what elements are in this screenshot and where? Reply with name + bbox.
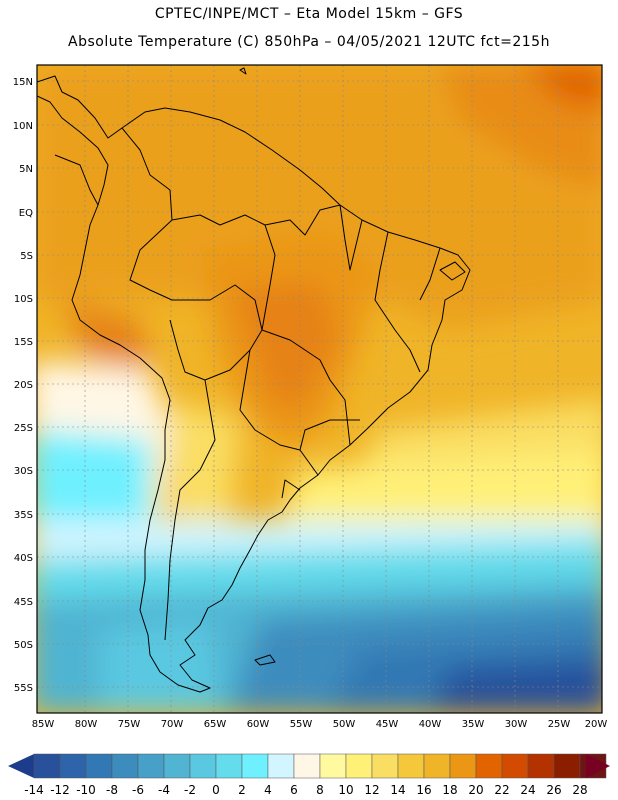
colorbar-label: -4 [158,783,170,797]
colorbar-swatch [501,753,529,779]
lon-label: 75W [118,719,141,730]
lat-label: 15N [13,77,33,88]
lat-label: EQ [19,208,33,219]
colorbar-label: 4 [264,783,272,797]
longitude-labels: 85W 80W 75W 70W 65W 60W 55W 50W 45W 40W … [32,719,608,730]
colorbar-label: 24 [520,783,535,797]
colorbar-swatch [423,753,451,779]
lon-label: 50W [333,719,356,730]
lon-label: 65W [204,719,227,730]
map-title: CPTEC/INPE/MCT – Eta Model 15km – GFS [154,6,464,22]
colorbar-label: 20 [468,783,483,797]
colorbar-label: 0 [212,783,220,797]
colorbar-swatch [189,753,217,779]
colorbar-swatch [215,753,243,779]
colorbar-swatch [137,753,165,779]
colorbar-label: 14 [390,783,405,797]
colorbar-label: 28 [572,783,587,797]
lon-label: 60W [247,719,270,730]
colorbar-high-arrow [586,754,610,778]
colorbar-label: 10 [338,783,353,797]
colorbar-label: 18 [442,783,457,797]
colorbar-swatch [59,753,87,779]
lat-label: 5N [19,164,33,175]
lon-label: 55W [290,719,313,730]
colorbar-label: 12 [364,783,379,797]
colorbar-swatch [449,753,477,779]
colorbar: -14 -12 -10 -8 -6 -4 -2 0 2 4 6 8 10 12 … [8,753,610,797]
map-subtitle: Absolute Temperature (C) 850hPa – 04/05/… [68,34,550,50]
colorbar-swatch [397,753,425,779]
colorbar-label: 26 [546,783,561,797]
graticule [37,65,602,713]
lat-label: 10S [14,294,33,305]
lon-label: 45W [376,719,399,730]
colorbar-label: -10 [76,783,96,797]
lat-label: 20S [14,380,33,391]
lon-label: 70W [161,719,184,730]
colorbar-swatch [267,753,295,779]
colorbar-swatch [111,753,139,779]
lat-label: 10N [13,121,33,132]
lat-label: 55S [14,683,33,694]
colorbar-swatch [163,753,191,779]
lon-label: 35W [462,719,485,730]
lon-label: 30W [505,719,528,730]
colorbar-label: -12 [50,783,70,797]
lat-label: 5S [20,251,33,262]
lat-label: 25S [14,423,33,434]
temperature-field [37,65,602,713]
map-frame [36,64,603,714]
lat-label: 15S [14,337,33,348]
colorbar-swatch [33,753,61,779]
colorbar-label: 2 [238,783,246,797]
colorbar-swatch [371,753,399,779]
colorbar-swatch [293,753,321,779]
colorbar-label: -2 [184,783,196,797]
colorbar-swatch [527,753,555,779]
colorbar-label: 22 [494,783,509,797]
lon-label: 25W [548,719,571,730]
colorbar-label: -6 [132,783,144,797]
colorbar-label: -8 [106,783,118,797]
lat-label: 30S [14,466,33,477]
lon-label: 20W [585,719,608,730]
colorbar-label: 16 [416,783,431,797]
latitude-labels: 15N 10N 5N EQ 5S 10S 15S 20S 25S 30S 35S… [13,77,33,694]
colorbar-swatch [319,753,347,779]
colorbar-label: 6 [290,783,298,797]
colorbar-label: 8 [316,783,324,797]
lat-label: 45S [14,597,33,608]
colorbar-swatch [345,753,373,779]
colorbar-swatch [241,753,269,779]
colorbar-swatch [85,753,113,779]
lat-label: 50S [14,640,33,651]
lon-label: 85W [32,719,55,730]
lon-label: 80W [75,719,98,730]
colorbar-low-arrow [8,754,34,778]
lat-label: 40S [14,553,33,564]
lat-label: 35S [14,510,33,521]
coastline [37,67,471,693]
colorbar-swatch [475,753,503,779]
colorbar-label: -14 [24,783,44,797]
lon-label: 40W [419,719,442,730]
colorbar-swatch [553,753,581,779]
